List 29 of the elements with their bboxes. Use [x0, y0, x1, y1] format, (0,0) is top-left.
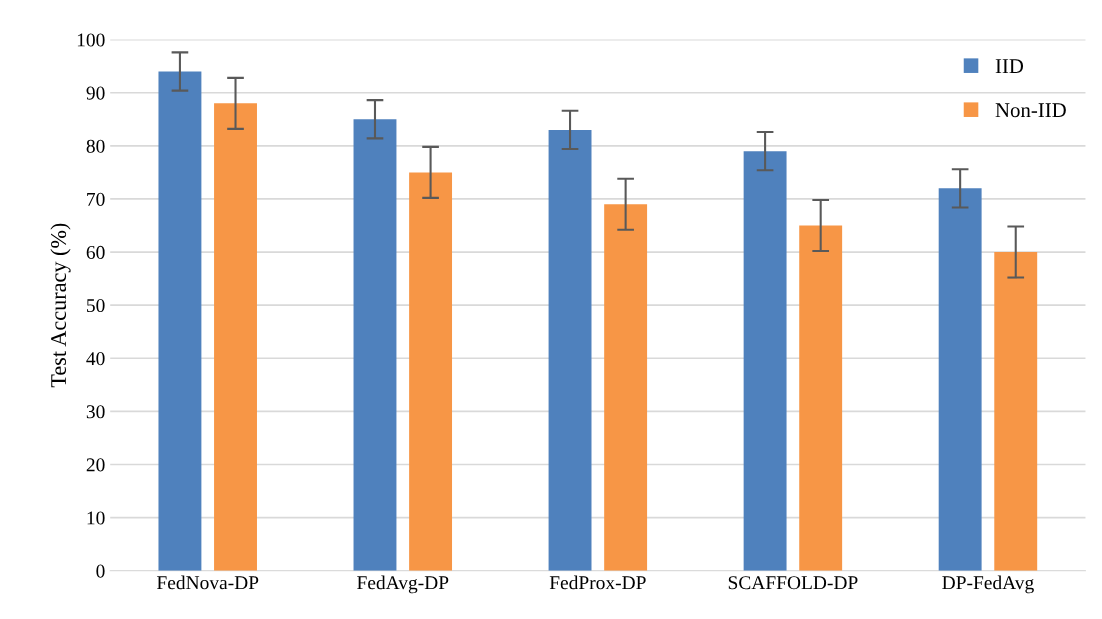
- y-tick-label: 80: [86, 139, 105, 153]
- bar: [353, 119, 397, 571]
- bar: [799, 225, 843, 571]
- x-tick-label: FedProx-DP: [549, 575, 646, 590]
- y-tick-label: 50: [87, 298, 105, 313]
- x-tick-label: FedAvg-DP: [357, 575, 449, 594]
- bar: [158, 71, 202, 571]
- x-tick-label: DP-FedAvg: [942, 575, 1034, 594]
- bar: [994, 252, 1038, 571]
- bar: [604, 204, 648, 571]
- y-tick-label: 40: [86, 352, 105, 366]
- x-tick-label: FedNova-DP: [156, 575, 259, 590]
- legend-label: Non-IID: [995, 103, 1066, 118]
- bar: [548, 129, 592, 571]
- bar: [409, 172, 453, 571]
- y-tick-label: 30: [86, 405, 105, 419]
- y-tick-label: 10: [87, 511, 105, 525]
- y-tick-label: 20: [86, 458, 105, 472]
- legend-label: IID: [995, 59, 1024, 73]
- y-tick-label: 0: [96, 564, 105, 578]
- y-tick-label: 70: [87, 192, 105, 206]
- x-tick-label: SCAFFOLD-DP: [728, 576, 858, 590]
- y-tick-label: 60: [86, 245, 105, 259]
- bar: [743, 151, 787, 571]
- y-tick-label: 100: [77, 33, 105, 47]
- y-axis-title: Test Accuracy (%): [50, 223, 71, 388]
- y-tick-label: 90: [86, 86, 105, 100]
- bar: [214, 103, 257, 571]
- bar: [938, 188, 982, 571]
